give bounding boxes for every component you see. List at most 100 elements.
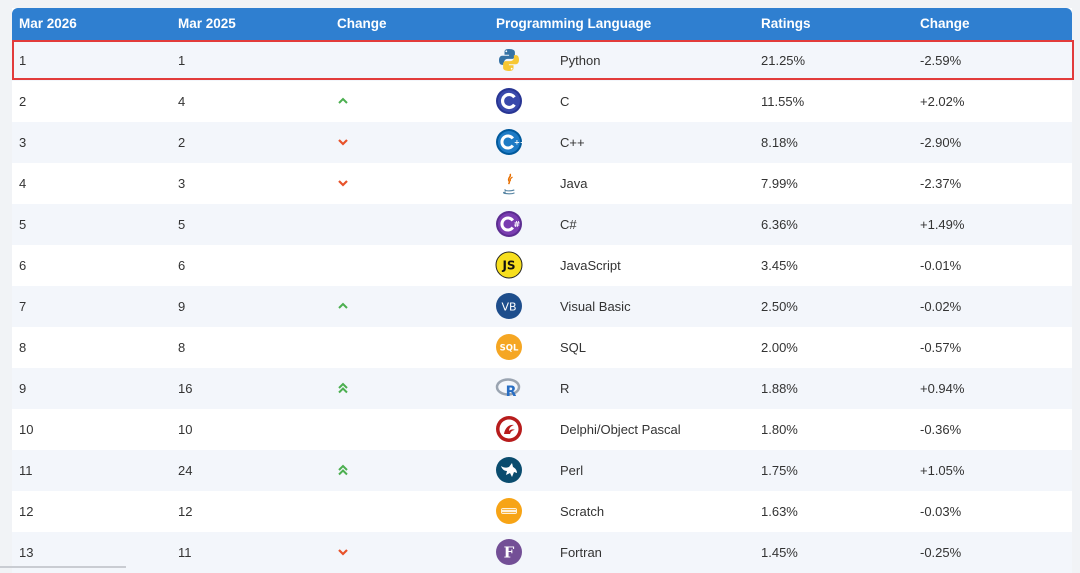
rank-previous: 10 [178, 409, 192, 450]
arrow-down-icon [336, 163, 352, 204]
language-name[interactable]: JavaScript [560, 245, 621, 286]
svg-text:F: F [504, 544, 515, 562]
rank-current: 10 [19, 409, 33, 450]
header-change[interactable]: Change [337, 8, 387, 40]
no-change-indicator [336, 204, 352, 245]
language-name[interactable]: Fortran [560, 532, 602, 573]
delphi-logo-icon [495, 409, 523, 450]
fortran-logo-icon: F [495, 532, 523, 573]
rating-change: -2.37% [920, 163, 961, 204]
rating-change: -2.90% [920, 122, 961, 163]
table-row[interactable]: 8 8 SQL SQL 2.00% -0.57% [12, 327, 1072, 368]
python-logo-icon [495, 40, 523, 81]
rank-previous: 9 [178, 286, 185, 327]
rank-previous: 3 [178, 163, 185, 204]
rank-current: 5 [19, 204, 26, 245]
arrow-up-icon [336, 286, 352, 327]
header-rank-previous[interactable]: Mar 2025 [178, 8, 236, 40]
rank-previous: 12 [178, 491, 192, 532]
rank-current: 1 [19, 40, 26, 81]
rating-value: 7.99% [761, 163, 798, 204]
svg-text:JS: JS [501, 259, 515, 273]
table-row[interactable]: 12 12 Scratch 1.63% -0.03% [12, 491, 1072, 532]
rating-value: 1.88% [761, 368, 798, 409]
no-change-indicator [336, 491, 352, 532]
rank-current: 9 [19, 368, 26, 409]
table-row[interactable]: 10 10 Delphi/Object Pascal 1.80% -0.36% [12, 409, 1072, 450]
svg-text:#: # [514, 220, 521, 229]
rating-value: 8.18% [761, 122, 798, 163]
rating-value: 1.75% [761, 450, 798, 491]
rating-change: +1.49% [920, 204, 964, 245]
language-name[interactable]: Java [560, 163, 587, 204]
rank-previous: 1 [178, 40, 185, 81]
language-name[interactable]: Visual Basic [560, 286, 631, 327]
csharp-logo-icon: # [495, 204, 523, 245]
table-row[interactable]: 7 9 VB Visual Basic 2.50% -0.02% [12, 286, 1072, 327]
header-ratings[interactable]: Ratings [761, 8, 811, 40]
rank-previous: 24 [178, 450, 192, 491]
rating-change: +0.94% [920, 368, 964, 409]
sql-logo-icon: SQL [495, 327, 523, 368]
tiobe-index-table: Mar 2026 Mar 2025 Change Programming Lan… [12, 8, 1072, 568]
arrow-up-icon [336, 81, 352, 122]
arrow-down-icon [336, 532, 352, 573]
language-name[interactable]: Perl [560, 450, 583, 491]
language-name[interactable]: SQL [560, 327, 586, 368]
header-language[interactable]: Programming Language [496, 8, 651, 40]
language-name[interactable]: C [560, 81, 569, 122]
no-change-indicator [336, 409, 352, 450]
java-logo-icon [495, 163, 523, 204]
rank-current: 8 [19, 327, 26, 368]
rating-value: 11.55% [761, 81, 804, 122]
rating-change: -0.36% [920, 409, 961, 450]
rating-value: 1.80% [761, 409, 798, 450]
rating-change: -0.01% [920, 245, 961, 286]
double-arrow-up-icon [336, 450, 352, 491]
rank-current: 12 [19, 491, 33, 532]
rank-previous: 11 [178, 532, 192, 573]
rating-value: 3.45% [761, 245, 798, 286]
rank-current: 4 [19, 163, 26, 204]
rating-value: 2.50% [761, 286, 798, 327]
no-change-indicator [336, 327, 352, 368]
rating-change: -2.59% [920, 40, 961, 81]
svg-text:R: R [506, 384, 517, 400]
rank-current: 3 [19, 122, 26, 163]
no-change-indicator [336, 40, 352, 81]
language-name[interactable]: C# [560, 204, 577, 245]
language-name[interactable]: R [560, 368, 569, 409]
rank-current: 7 [19, 286, 26, 327]
header-change-percent[interactable]: Change [920, 8, 970, 40]
svg-text:++: ++ [514, 139, 523, 147]
rank-previous: 8 [178, 327, 185, 368]
language-name[interactable]: C++ [560, 122, 585, 163]
rating-change: -0.02% [920, 286, 961, 327]
double-arrow-up-icon [336, 368, 352, 409]
rating-value: 1.63% [761, 491, 798, 532]
language-name[interactable]: Python [560, 40, 600, 81]
rating-change: -0.57% [920, 327, 961, 368]
javascript-logo-icon: JS [495, 245, 523, 286]
rank-current: 2 [19, 81, 26, 122]
language-name[interactable]: Delphi/Object Pascal [560, 409, 681, 450]
rating-value: 2.00% [761, 327, 798, 368]
language-name[interactable]: Scratch [560, 491, 604, 532]
c-logo-icon [495, 81, 523, 122]
svg-text:VB: VB [501, 301, 516, 314]
table-header: Mar 2026 Mar 2025 Change Programming Lan… [12, 8, 1072, 40]
arrow-down-icon [336, 122, 352, 163]
header-rank-current[interactable]: Mar 2026 [19, 8, 77, 40]
rating-value: 21.25% [761, 40, 805, 81]
no-change-indicator [336, 245, 352, 286]
rating-change: -0.03% [920, 491, 961, 532]
table-row[interactable]: 4 3 Java 7.99% -2.37% [12, 163, 1072, 204]
table-row[interactable]: 1 1 Python 21.25% -2.59% [12, 40, 1072, 81]
